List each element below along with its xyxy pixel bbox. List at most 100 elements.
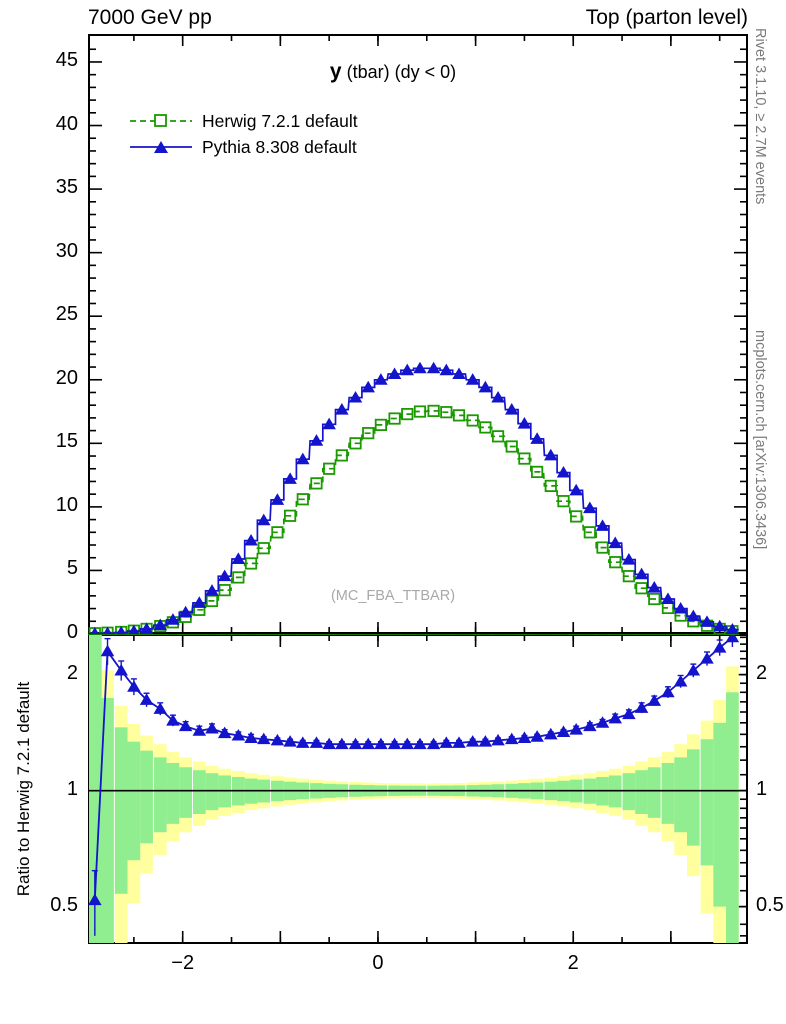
data-marker-triangle: [128, 624, 140, 634]
data-marker-square: [244, 557, 258, 570]
data-marker-square: [570, 510, 583, 523]
data-marker-triangle: [426, 361, 441, 374]
data-marker-triangle: [103, 626, 112, 634]
header-left-label: 7000 GeV pp: [88, 6, 212, 29]
ratio-reference-marker: [686, 634, 701, 635]
data-marker-triangle: [256, 732, 271, 745]
data-marker-triangle: [439, 363, 454, 376]
data-marker-triangle: [192, 724, 207, 736]
ratio-reference-marker: [426, 634, 441, 635]
data-marker-triangle: [491, 733, 505, 746]
y-axis-tick-label: 35: [55, 176, 78, 199]
data-marker-triangle: [712, 619, 727, 632]
data-marker-triangle: [478, 735, 493, 747]
data-marker-triangle: [244, 533, 258, 546]
data-marker-triangle: [608, 536, 622, 549]
ratio-reference-marker: [243, 634, 259, 635]
data-marker-triangle: [256, 513, 271, 526]
data-marker-triangle: [661, 685, 675, 698]
x-axis-tick-label: 2: [567, 952, 579, 974]
data-marker-square: [622, 570, 635, 583]
ratio-reference-marker: [231, 634, 246, 635]
plot-title-symbol: y: [329, 60, 342, 83]
data-marker-square: [427, 404, 440, 418]
ratio-reference-marker: [178, 634, 193, 635]
data-marker-triangle: [439, 736, 454, 748]
data-marker-square: [479, 421, 492, 434]
data-marker-triangle: [217, 569, 232, 582]
ratio-axis-tick-label: 0.5: [50, 893, 78, 916]
data-marker-square: [583, 526, 596, 539]
ratio-reference-marker: [400, 634, 415, 635]
data-marker-triangle: [114, 663, 128, 676]
x-axis-tick-label: −2: [171, 952, 195, 974]
data-marker-triangle: [166, 713, 180, 726]
data-marker-triangle: [700, 615, 714, 627]
ratio-reference-marker: [153, 634, 168, 635]
ratio-reference-marker: [673, 634, 688, 635]
data-marker-triangle: [400, 363, 415, 376]
data-marker-triangle: [504, 403, 519, 415]
data-marker-square: [335, 449, 348, 462]
series-line-0: [88, 410, 739, 634]
data-marker-triangle: [517, 417, 532, 429]
data-marker-triangle: [283, 735, 297, 747]
ratio-reference-marker: [387, 634, 402, 635]
data-marker-triangle: [88, 893, 102, 906]
data-marker-triangle: [231, 728, 246, 741]
data-marker-square: [466, 414, 479, 427]
data-marker-triangle: [348, 390, 363, 403]
ratio-reference-marker: [529, 634, 545, 635]
ratio-band-green: [101, 697, 114, 943]
data-marker-square: [310, 477, 323, 490]
data-marker-triangle: [322, 417, 336, 430]
y-axis-tick-label: 30: [55, 239, 78, 262]
ratio-band-green: [153, 757, 167, 833]
data-marker-triangle: [583, 719, 597, 732]
data-marker-square: [491, 430, 505, 443]
ratio-band-green: [89, 635, 102, 943]
data-marker-triangle: [478, 380, 493, 393]
data-marker-triangle: [608, 711, 622, 724]
analysis-watermark: (MC_FBA_TTBAR): [330, 588, 456, 604]
ratio-band-green: [166, 762, 180, 824]
data-marker-square: [257, 542, 270, 555]
data-marker-triangle: [413, 737, 427, 750]
data-marker-triangle: [270, 493, 285, 505]
data-marker-triangle: [556, 465, 571, 478]
ratio-reference-marker: [517, 634, 532, 635]
data-marker-square: [349, 437, 362, 450]
plot-title-rest: (tbar) (dy < 0): [346, 62, 457, 82]
data-marker-square: [518, 452, 531, 465]
ratio-band-green: [127, 741, 141, 861]
ratio-reference-marker: [334, 634, 349, 635]
ratio-reference-marker: [725, 634, 740, 635]
data-marker-square: [374, 418, 387, 431]
ratio-reference-marker: [634, 634, 649, 635]
data-marker-square: [284, 509, 297, 522]
data-marker-square: [505, 440, 518, 453]
ratio-axis-tick-label-right: 2: [756, 661, 768, 684]
data-marker-triangle: [205, 721, 219, 734]
plot-title: y (tbar) (dy < 0): [0, 60, 786, 84]
ratio-reference-marker: [309, 634, 324, 635]
data-marker-triangle: [90, 627, 99, 634]
ratio-axis-label: Ratio to Herwig 7.2.1 default: [14, 681, 33, 897]
data-marker-square: [323, 462, 336, 475]
data-marker-triangle: [166, 613, 180, 625]
data-marker-triangle: [452, 367, 466, 380]
data-marker-square: [401, 407, 414, 421]
data-marker-triangle: [205, 584, 219, 596]
ratio-reference-marker: [504, 634, 519, 635]
data-marker-triangle: [100, 644, 115, 657]
data-marker-triangle: [504, 732, 519, 745]
data-marker-triangle: [387, 367, 402, 380]
data-marker-triangle: [673, 674, 688, 687]
ratio-reference-marker: [270, 634, 285, 635]
ratio-axis-tick-label: 1: [66, 777, 78, 800]
ratio-reference-marker: [100, 634, 115, 635]
data-marker-square: [271, 526, 284, 539]
